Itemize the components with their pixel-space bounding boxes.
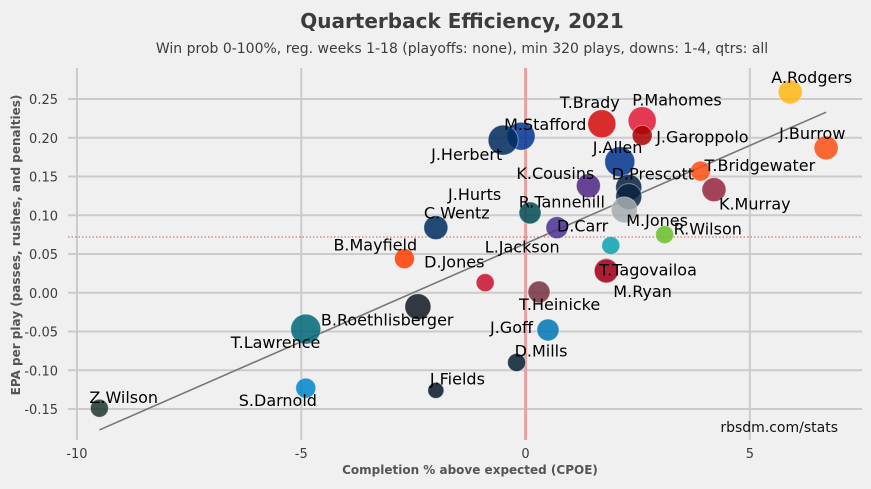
point-d-carr (545, 216, 569, 240)
point-label: J.Allen (592, 138, 643, 157)
point-r-wilson (655, 225, 675, 245)
grid (68, 68, 862, 440)
point-s-darnold (295, 377, 317, 399)
point-labels: A.Rodgers J.Burrow T.Brady P.Mahomes J.Garop… (89, 68, 852, 410)
point-c-wentz (423, 215, 449, 241)
point-label: J.Garoppolo (655, 127, 748, 146)
point-label: M.Stafford (504, 115, 586, 134)
point-label: T.Brady (559, 93, 620, 112)
chart-subtitle: Win prob 0-100%, reg. weeks 1-18 (playof… (156, 41, 768, 57)
point-label: M.Jones (626, 211, 688, 230)
data-points (89, 79, 839, 418)
point-t-brady (587, 109, 617, 139)
point-label: A.Rodgers (771, 68, 852, 87)
point-d-jones (475, 273, 495, 293)
point-b-mayfield (393, 248, 415, 270)
point-d-mills (507, 353, 527, 372)
point-label: D.Jones (424, 253, 484, 272)
point-label: R.Wilson (674, 220, 742, 239)
point-m-jones (610, 196, 638, 224)
point-t-lawrence (290, 313, 322, 345)
y-tick-label: -0.10 (24, 364, 58, 379)
point-k-murray (701, 177, 727, 203)
point-z-wilson (89, 398, 109, 418)
point-label: J.Goff (489, 318, 534, 337)
y-tick-label: -0.15 (24, 403, 58, 418)
x-tick-label: -5 (295, 447, 308, 462)
point-label: C.Wentz (424, 204, 490, 223)
point-label: D.Mills (515, 342, 568, 361)
chart-title: Quarterback Efficiency, 2021 (300, 9, 624, 33)
point-label: K.Cousins (516, 164, 594, 183)
point-label: J.Hurts (447, 185, 501, 204)
point-j-garoppolo (631, 124, 653, 146)
point-label: K.Murray (719, 195, 791, 214)
point-label: S.Darnold (239, 391, 317, 410)
point-label: T.Heinicke (518, 295, 600, 314)
point-label: D.Carr (557, 217, 609, 236)
point-j-herbert (487, 124, 519, 156)
point-j-goff (536, 318, 560, 342)
y-tick-label: 0.00 (29, 287, 58, 302)
point-j-burrow (813, 135, 839, 161)
point-j-hurts (518, 201, 542, 225)
point-label: T.Tagovailoa (598, 260, 697, 279)
point-label: J.Herbert (430, 145, 502, 164)
point-label: D.Prescott (612, 164, 694, 183)
point-t-heinicke (527, 280, 551, 304)
x-tick-label: 0 (521, 447, 529, 462)
x-tick-label: 5 (746, 447, 754, 462)
point-l-jackson (601, 235, 621, 255)
point-label: R.Tannehill (519, 193, 605, 212)
y-tick-label: 0.25 (29, 93, 58, 108)
point-label: M.Ryan (613, 282, 672, 301)
point-label: T.Lawrence (230, 333, 321, 352)
point-b-roethlisberger (404, 293, 432, 321)
point-label: B.Mayfield (333, 236, 417, 255)
point-t-bridgewater (690, 160, 712, 182)
point-label: T.Bridgewater (704, 156, 816, 175)
point-label: J.Burrow (778, 124, 845, 143)
y-tick-label: 0.10 (29, 209, 58, 224)
point-label: L.Jackson (485, 237, 560, 256)
caption: rbsdm.com/stats (720, 420, 838, 436)
point-label: P.Mahomes (632, 91, 722, 110)
point-a-rodgers (777, 79, 803, 105)
x-tick-label: -10 (66, 447, 87, 462)
y-tick-label: -0.05 (24, 326, 58, 341)
point-k-cousins (575, 173, 601, 199)
y-tick-label: 0.20 (29, 132, 58, 147)
point-label: Z.Wilson (89, 388, 158, 407)
point-j-fields (427, 381, 445, 399)
point-label: J.Fields (429, 369, 485, 388)
point-j-allen (604, 146, 636, 178)
y-axis-label: EPA per play (passes, rushes, and penalt… (9, 95, 23, 396)
x-axis-label: Completion % above expected (CPOE) (342, 463, 598, 477)
point-m-ryan (593, 258, 619, 284)
y-tick-label: 0.15 (29, 171, 58, 186)
tick-labels: -0.15 -0.10 -0.05 0.00 0.05 0.10 0.15 0.20 0.25 -… (24, 93, 754, 462)
point-label: B.Roethlisberger (321, 311, 454, 330)
y-tick-label: 0.05 (29, 248, 58, 263)
